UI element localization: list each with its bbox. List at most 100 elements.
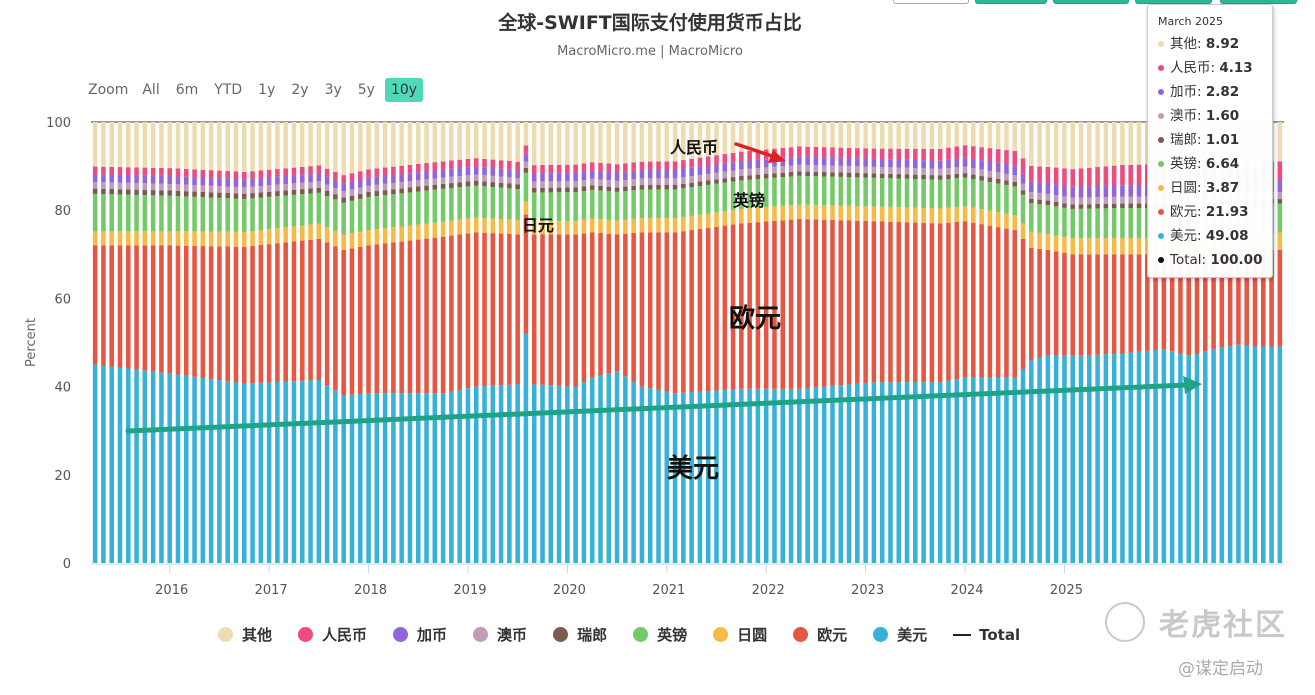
bar-cny: [1277, 161, 1283, 180]
bar-gbp: [1070, 208, 1076, 239]
tooltip-value: 8.92: [1205, 36, 1240, 52]
zoom-button-10y[interactable]: 10y: [384, 78, 424, 102]
bar-chf: [449, 183, 454, 188]
bar-gbp: [763, 178, 769, 208]
bar-cny: [962, 145, 968, 158]
bar-cny: [730, 152, 736, 163]
bar-cny: [606, 163, 612, 172]
bar-cad: [142, 175, 148, 184]
bar-eur: [1269, 249, 1274, 347]
bar-gbp: [954, 178, 960, 207]
bar-jpy: [142, 231, 148, 246]
bar-aud: [349, 189, 355, 196]
bar-chf: [1136, 203, 1142, 208]
bar-gbp: [921, 179, 926, 208]
bar-cny: [987, 148, 993, 162]
legend-swatch: [393, 627, 409, 642]
zoom-button-6m[interactable]: 6m: [175, 82, 199, 98]
bar-aud: [722, 171, 728, 179]
legend-item-eur[interactable]: 欧元: [793, 624, 847, 645]
zoom-button-5y[interactable]: 5y: [357, 82, 375, 98]
bar-cad: [457, 168, 462, 177]
bar-chf: [126, 189, 131, 195]
bar-cny: [1020, 158, 1026, 174]
bar-usd: [1227, 346, 1233, 563]
bar-cad: [1078, 186, 1084, 198]
top-toolbar-button[interactable]: [1053, 0, 1129, 4]
top-toolbar-button[interactable]: [893, 0, 969, 4]
legend-label: 美元: [897, 626, 928, 644]
bar-chf: [639, 185, 645, 190]
bar-cny: [871, 148, 877, 159]
bar-cny: [954, 146, 960, 159]
bar-aud: [1087, 197, 1092, 205]
top-toolbar-button[interactable]: [1220, 0, 1297, 4]
bar-aud: [449, 176, 454, 184]
zoom-button-ytd[interactable]: YTD: [214, 82, 243, 98]
legend-label: 欧元: [817, 626, 848, 644]
bar-jpy: [1120, 237, 1125, 255]
bar-usd: [1261, 346, 1266, 563]
bar-other: [730, 122, 736, 153]
bar-cny: [1103, 166, 1109, 186]
bar-other: [714, 122, 719, 156]
bar-eur: [739, 223, 744, 389]
bar-gbp: [208, 197, 214, 232]
bar-cny: [995, 149, 1001, 163]
legend-item-cny[interactable]: 人民币: [298, 624, 367, 645]
bar-chf: [788, 172, 794, 177]
bar-cad: [954, 158, 960, 168]
bar-cny: [1029, 165, 1034, 182]
bar-cny: [283, 168, 288, 177]
bar-aud: [995, 172, 1001, 180]
bar-jpy: [531, 221, 537, 235]
bar-gbp: [1078, 208, 1084, 239]
bar-cny: [126, 167, 131, 175]
bar-chf: [1087, 204, 1092, 209]
bar-chf: [283, 190, 288, 196]
bar-jpy: [374, 229, 380, 245]
bar-usd: [1029, 360, 1034, 563]
zoom-button-1y[interactable]: 1y: [258, 82, 276, 98]
bar-other: [366, 122, 371, 170]
bar-usd: [913, 382, 918, 563]
bar-jpy: [656, 218, 661, 233]
bar-cny: [755, 150, 761, 160]
bar-gbp: [647, 189, 653, 219]
bar-aud: [266, 185, 272, 192]
zoom-button-2y[interactable]: 2y: [291, 82, 309, 98]
bar-usd: [813, 387, 819, 563]
bar-usd: [1045, 355, 1051, 563]
bar-usd: [92, 364, 98, 563]
legend-item-jpy[interactable]: 日圆: [713, 624, 767, 645]
bar-cny: [200, 169, 206, 178]
legend-item-total[interactable]: Total: [953, 626, 1020, 644]
bar-aud: [705, 173, 711, 181]
bar-usd: [623, 376, 628, 563]
bar-cny: [896, 148, 902, 160]
bar-gbp: [374, 196, 380, 230]
legend-item-cad[interactable]: 加币: [393, 624, 447, 645]
legend-item-other[interactable]: 其他: [218, 624, 272, 645]
zoom-button-3y[interactable]: 3y: [324, 82, 342, 98]
legend-item-gbp[interactable]: 英镑: [633, 624, 687, 645]
bar-cad: [1062, 185, 1067, 197]
legend-item-aud[interactable]: 澳币: [473, 624, 527, 645]
bar-usd: [275, 381, 280, 563]
bar-other: [888, 122, 893, 149]
bar-chf: [150, 190, 156, 196]
legend-item-usd[interactable]: 美元: [873, 624, 927, 645]
bar-other: [664, 122, 670, 162]
bar-cny: [589, 162, 595, 171]
top-toolbar-button[interactable]: [1135, 0, 1212, 4]
zoom-button-all[interactable]: All: [142, 82, 160, 98]
legend-item-chf[interactable]: 瑞郎: [553, 624, 607, 645]
bar-aud: [573, 181, 578, 188]
bar-chf: [871, 173, 877, 178]
top-toolbar-button[interactable]: [975, 0, 1047, 4]
bar-cad: [357, 179, 363, 188]
bar-chf: [747, 175, 752, 180]
bar-other: [780, 122, 786, 148]
bar-jpy: [871, 206, 877, 222]
bar-gbp: [855, 177, 860, 207]
